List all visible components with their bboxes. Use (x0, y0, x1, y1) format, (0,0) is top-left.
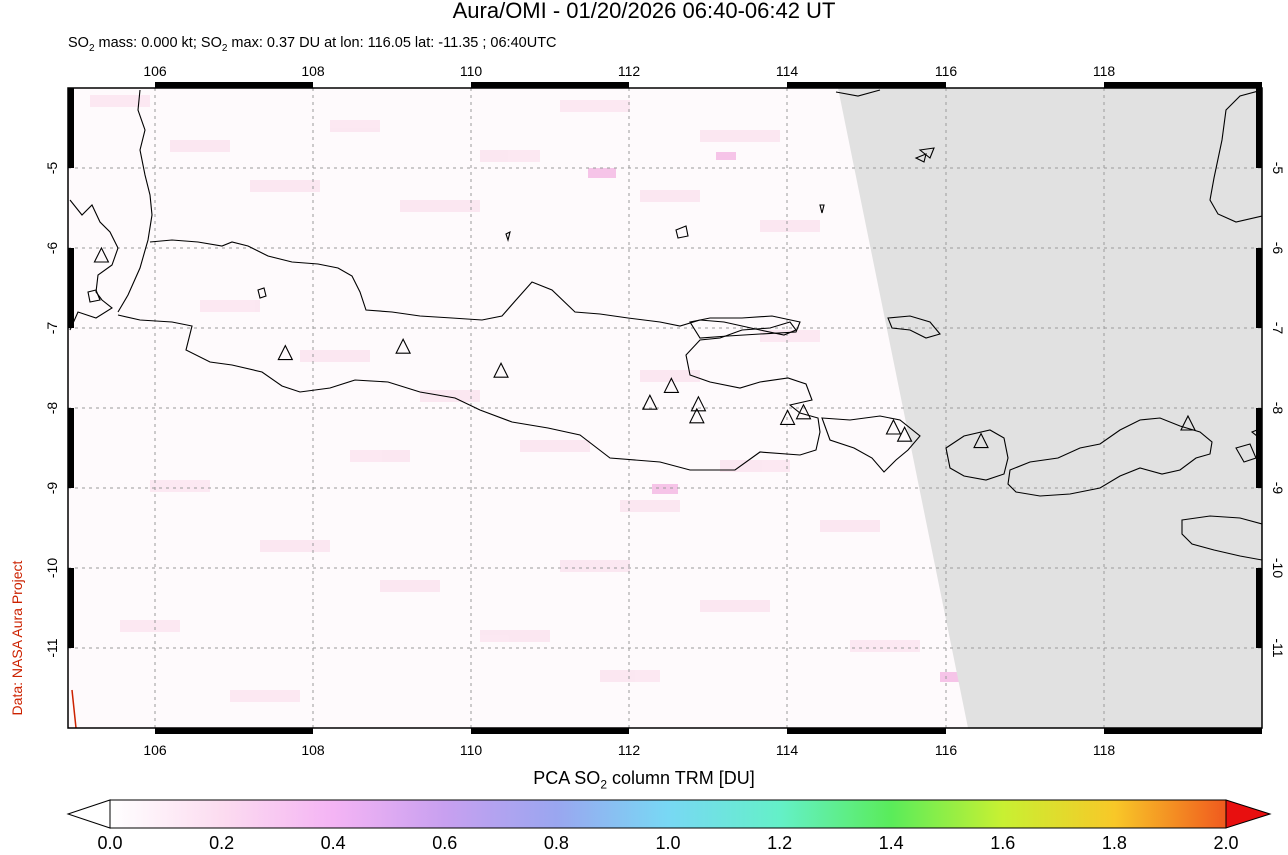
coast-java (117, 239, 821, 471)
volcano-triangle-icon (896, 425, 913, 442)
coast-island-a (914, 153, 927, 163)
coast-island-d (505, 230, 511, 242)
so2-pixel-field (90, 95, 920, 702)
coast-lombok (945, 429, 1009, 481)
lon-tick-bottom-106: 106 (143, 742, 167, 758)
subtitle-sub2: 2 (221, 42, 228, 54)
lat-tick-right-6: -6 (1270, 241, 1286, 255)
colorbar-tick-6: 1.2 (767, 833, 793, 853)
colorbar-tick-2: 0.4 (320, 833, 346, 853)
volcano-triangle-icon (973, 432, 989, 449)
volcano-triangle-icon (885, 418, 902, 435)
volcano-triangle-icon (688, 407, 705, 424)
lat-tick-right-5: -5 (1270, 161, 1286, 175)
coast-kalimantan (1209, 89, 1262, 223)
coast-island-b (918, 147, 935, 159)
subtitle-mid: mass: 0.000 kt; SO (94, 35, 222, 51)
map-title: Aura/OMI - 01/20/2026 06:40-06:42 UT (452, 0, 836, 23)
coast-sumatra-west (117, 89, 153, 313)
lat-tick-left-6: -6 (44, 241, 60, 255)
lon-tick-bottom-108: 108 (301, 742, 325, 758)
colorbar-label-sub: 2 (600, 777, 607, 792)
lat-tick-right-8: -8 (1270, 401, 1286, 415)
lat-tick-right-10: -10 (1270, 557, 1286, 579)
coast-kangean (887, 315, 941, 339)
volcano-triangle-icon (641, 393, 658, 410)
lon-tick-bottom-112: 112 (617, 742, 641, 758)
colorbar-tick-8: 1.6 (990, 833, 1016, 853)
colorbar-over-arrow (1225, 799, 1272, 829)
swath-edge-mark (71, 689, 77, 728)
colorbar-tick-10: 2.0 (1213, 833, 1239, 853)
lon-tick-top-106: 106 (143, 63, 167, 79)
lon-tick-top-116: 116 (934, 63, 958, 79)
volcano-triangle-icon (493, 361, 509, 378)
colorbar-label: PCA SO2 column TRM [DU] (0, 768, 1288, 792)
colorbar-label-prefix: PCA SO (533, 768, 601, 788)
map-subtitle: SO2 mass: 0.000 kt; SO2 max: 0.37 DU at … (68, 35, 557, 54)
lon-tick-bottom-114: 114 (775, 742, 799, 758)
lon-tick-bottom-110: 110 (459, 742, 483, 758)
subtitle-prefix: SO (68, 35, 89, 51)
colorbar-tick-4: 0.8 (543, 833, 569, 853)
coastlines (69, 89, 1262, 561)
colorbar-under-arrow (66, 799, 111, 829)
lon-tick-top-114: 114 (775, 63, 799, 79)
coast-kalimantan-2 (835, 89, 881, 97)
volcano-triangle-icon (277, 344, 294, 361)
subtitle-sub: 2 (88, 42, 95, 54)
coast-sumatra (69, 199, 119, 331)
colorbar-tick-0: 0.0 (97, 833, 123, 853)
lon-tick-bottom-118: 118 (1092, 742, 1116, 758)
volcano-triangle-icon (663, 377, 680, 393)
so2-pixel-highlights (588, 152, 960, 682)
coast-sumba (1181, 515, 1262, 561)
coast-madura (689, 315, 801, 339)
lat-tick-right-11: -11 (1270, 638, 1286, 658)
lat-tick-left-8: -8 (44, 401, 60, 415)
lon-tick-top-110: 110 (459, 63, 483, 79)
colorbar-tick-9: 1.8 (1101, 833, 1127, 853)
colorbar-tick-5: 1.0 (655, 833, 681, 853)
lat-tick-left-7: -7 (44, 321, 60, 335)
colorbar-label-rest: column TRM [DU] (607, 768, 755, 788)
colorbar-tick-7: 1.4 (878, 833, 904, 853)
volcano-layer (93, 246, 1196, 449)
coast-island-c (819, 204, 825, 214)
coast-sumbawa (1007, 417, 1213, 497)
coast-bawean (675, 225, 689, 239)
coast-karimunjawa (257, 287, 267, 299)
lat-tick-left-5: -5 (44, 161, 60, 175)
lat-tick-right-9: -9 (1270, 481, 1286, 495)
graticule (68, 88, 1262, 728)
subtitle-rest: max: 0.37 DU at lon: 116.05 lat: -11.35 … (227, 35, 557, 51)
coast-island-e (87, 289, 101, 303)
colorbar-gradient (109, 799, 1227, 829)
volcano-triangle-icon (395, 337, 412, 354)
volcano-triangle-icon (93, 246, 110, 263)
lat-tick-left-9: -9 (44, 481, 60, 495)
colorbar-tick-3: 0.6 (432, 833, 458, 853)
lon-tick-top-112: 112 (617, 63, 641, 79)
colorbar-tick-1: 0.2 (209, 833, 235, 853)
lat-tick-left-10: -10 (44, 557, 60, 579)
lon-tick-top-118: 118 (1092, 63, 1116, 79)
lat-tick-left-11: -11 (44, 638, 60, 658)
lat-tick-right-7: -7 (1270, 321, 1286, 335)
axis-ruler-bars (68, 82, 1262, 734)
coast-bali (821, 415, 921, 473)
volcano-triangle-icon (779, 409, 796, 425)
lon-tick-bottom-116: 116 (934, 742, 958, 758)
lon-tick-top-108: 108 (301, 63, 325, 79)
volcano-triangle-icon (1180, 414, 1196, 431)
volcano-triangle-icon (795, 403, 812, 420)
